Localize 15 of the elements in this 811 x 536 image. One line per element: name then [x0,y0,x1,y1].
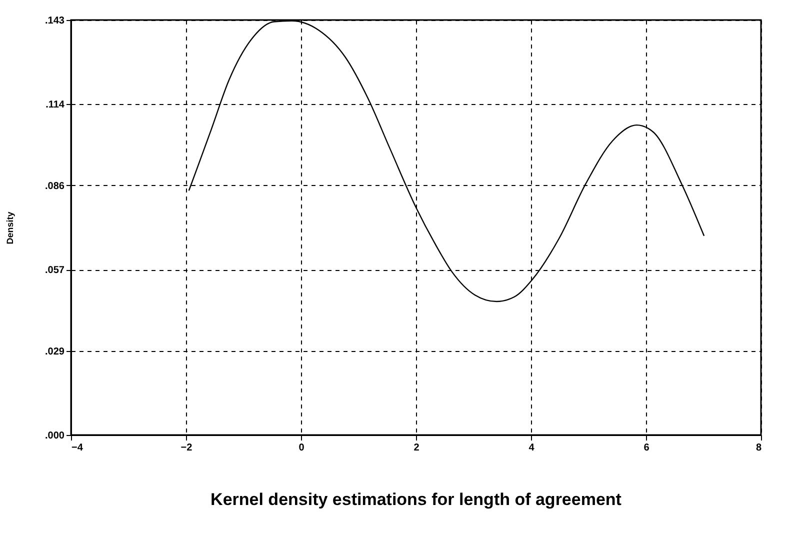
y-tick-label: .086 [45,180,65,192]
x-tick-label: 6 [644,442,650,454]
y-tick-label: .114 [46,100,65,111]
x-tick-label: 4 [528,442,535,454]
x-tick-label: 0 [298,442,305,454]
y-tick-label: .143 [45,16,65,26]
x-tick-label: −4 [72,442,84,454]
text: Kernel density estimations for length of agreement [210,490,622,509]
x-tick-label: 8 [756,442,762,454]
y-axis-title: Density [5,212,16,244]
x-tick-label: −2 [180,442,193,454]
x-tick-label: 2 [414,442,420,454]
y-tick-label: .057 [45,265,65,276]
y-tick-label: .000 [45,430,65,442]
y-tick-label: .029 [45,346,65,358]
